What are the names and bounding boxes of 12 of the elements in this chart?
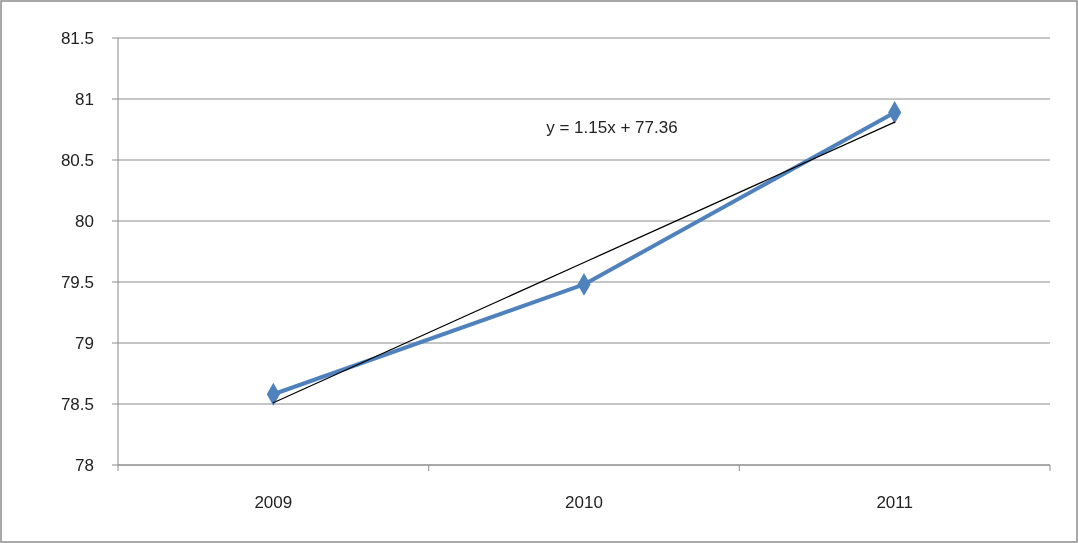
annotation: y = 1.15x + 77.36 bbox=[546, 118, 678, 137]
y-tick-label: 78.5 bbox=[60, 394, 94, 414]
y-tick-label: 79 bbox=[75, 333, 94, 353]
y-tick-label: 81.5 bbox=[60, 28, 94, 48]
x-tick-label: 2010 bbox=[565, 493, 603, 512]
y-tick-label: 80.5 bbox=[60, 150, 94, 170]
y-tick-label: 79.5 bbox=[60, 272, 94, 292]
x-tick-label: 2011 bbox=[876, 493, 913, 512]
y-tick-label: 78 bbox=[75, 455, 94, 475]
y-tick-label: 80 bbox=[75, 211, 94, 231]
x-tick-label: 2009 bbox=[254, 493, 293, 512]
y-tick-label: 81 bbox=[75, 89, 94, 109]
